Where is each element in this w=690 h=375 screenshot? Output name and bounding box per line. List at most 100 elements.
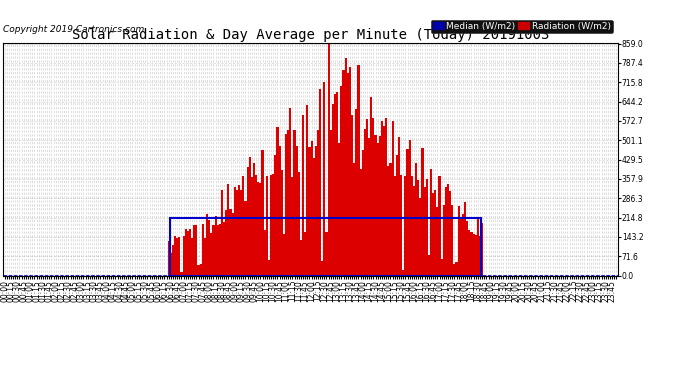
Bar <box>420 198 422 276</box>
Bar <box>321 261 324 276</box>
Bar <box>445 187 447 276</box>
Bar <box>462 214 464 276</box>
Bar <box>447 184 449 276</box>
Bar <box>240 190 242 276</box>
Bar <box>213 225 215 276</box>
Bar <box>426 179 428 276</box>
Bar <box>191 238 193 276</box>
Bar <box>195 225 197 276</box>
Bar <box>398 137 400 276</box>
Bar <box>340 86 342 276</box>
Bar <box>170 217 481 276</box>
Bar <box>277 127 279 276</box>
Bar <box>349 67 351 276</box>
Bar <box>268 260 270 276</box>
Bar <box>236 190 238 276</box>
Bar <box>193 225 195 276</box>
Bar <box>443 205 445 276</box>
Bar <box>206 214 208 276</box>
Bar <box>225 210 227 276</box>
Bar <box>451 205 453 276</box>
Bar <box>436 207 438 276</box>
Bar <box>455 262 457 276</box>
Bar <box>371 98 373 276</box>
Bar <box>227 183 230 276</box>
Bar <box>411 176 413 276</box>
Bar <box>464 202 466 276</box>
Bar <box>415 163 417 276</box>
Bar <box>306 105 308 276</box>
Bar <box>172 244 174 276</box>
Bar <box>396 154 398 276</box>
Bar <box>283 234 285 276</box>
Bar <box>187 231 189 276</box>
Bar <box>257 182 259 276</box>
Bar <box>289 108 291 276</box>
Bar <box>389 163 391 276</box>
Bar <box>208 220 210 276</box>
Bar <box>362 150 364 276</box>
Bar <box>347 72 349 276</box>
Bar <box>262 150 264 276</box>
Bar <box>313 158 315 276</box>
Bar <box>368 138 371 276</box>
Bar <box>178 237 180 276</box>
Bar <box>248 157 250 276</box>
Bar <box>404 176 406 276</box>
Bar <box>357 65 359 276</box>
Bar <box>342 70 344 276</box>
Bar <box>355 109 357 276</box>
Bar <box>221 190 223 276</box>
Bar <box>234 187 236 276</box>
Bar <box>291 177 293 276</box>
Bar <box>391 122 394 276</box>
Bar <box>481 223 483 276</box>
Bar <box>469 230 471 276</box>
Bar <box>475 235 477 276</box>
Bar <box>304 232 306 276</box>
Bar <box>441 259 443 276</box>
Bar <box>400 175 402 276</box>
Bar <box>281 170 283 276</box>
Title: Solar Radiation & Day Average per Minute (Today) 20191003: Solar Radiation & Day Average per Minute… <box>72 28 549 42</box>
Bar <box>424 187 426 276</box>
Bar <box>255 175 257 276</box>
Bar <box>295 146 297 276</box>
Bar <box>272 174 274 276</box>
Bar <box>383 126 385 276</box>
Bar <box>266 176 268 276</box>
Bar <box>332 105 334 276</box>
Bar <box>336 92 338 276</box>
Bar <box>385 118 387 276</box>
Bar <box>334 94 336 276</box>
Bar <box>457 206 460 276</box>
Bar <box>326 232 328 276</box>
Bar <box>428 255 430 276</box>
Bar <box>238 185 240 276</box>
Bar <box>473 234 475 276</box>
Bar <box>379 136 381 276</box>
Bar <box>330 130 332 276</box>
Bar <box>242 176 244 276</box>
Bar <box>183 236 185 276</box>
Bar <box>408 140 411 276</box>
Bar <box>174 236 176 276</box>
Bar <box>201 224 204 276</box>
Bar <box>406 149 408 276</box>
Bar <box>438 176 441 276</box>
Bar <box>317 130 319 276</box>
Bar <box>250 177 253 276</box>
Bar <box>315 146 317 276</box>
Bar <box>244 201 246 276</box>
Bar <box>232 213 234 276</box>
Bar <box>302 115 304 276</box>
Bar <box>230 209 232 276</box>
Bar <box>170 253 172 276</box>
Bar <box>413 186 415 276</box>
Bar <box>308 147 310 276</box>
Bar <box>246 166 248 276</box>
Bar <box>215 216 217 276</box>
Bar <box>477 218 479 276</box>
Bar <box>189 229 191 276</box>
Bar <box>328 44 330 276</box>
